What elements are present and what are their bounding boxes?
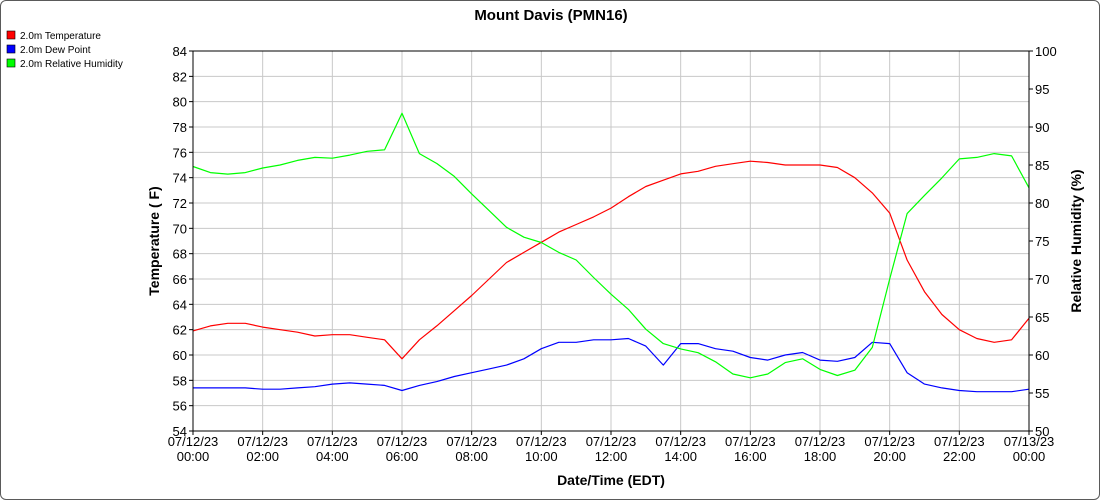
series-line-2-0m-relative-humidity (192, 112, 1030, 379)
x-tick-label-time: 08:00 (455, 449, 488, 464)
series-lines (192, 112, 1030, 393)
y-left-tick-label: 64 (173, 297, 187, 312)
x-tick-label-date: 07/12/23 (864, 434, 915, 449)
y-axis-right-title: Relative Humidity (%) (1068, 169, 1084, 312)
x-tick-label-date: 07/12/23 (168, 434, 219, 449)
chart-title: Mount Davis (PMN16) (474, 7, 627, 24)
x-tick-label-time: 00:00 (177, 449, 210, 464)
x-tick-label-date: 07/12/23 (934, 434, 985, 449)
y-right-tick-label: 65 (1035, 310, 1049, 325)
y-left-tick-label: 78 (173, 120, 187, 135)
x-tick-label-time: 18:00 (804, 449, 837, 464)
legend-swatch-dew-point (6, 44, 16, 54)
y-left-tick-label: 70 (173, 221, 187, 236)
x-tick-label-date: 07/12/23 (725, 434, 776, 449)
y-left-tick-label: 60 (173, 348, 187, 363)
gridlines (193, 51, 1029, 431)
y-left-tick-label: 84 (173, 44, 187, 59)
y-right-tick-label: 70 (1035, 272, 1049, 287)
y-right-tick-label: 80 (1035, 196, 1049, 211)
x-tick-label-time: 06:00 (386, 449, 419, 464)
legend: 2.0m Temperature 2.0m Dew Point 2.0m Rel… (6, 30, 123, 70)
legend-swatch-temperature (6, 30, 16, 40)
x-tick-label-time: 10:00 (525, 449, 558, 464)
x-tick-label-date: 07/12/23 (377, 434, 428, 449)
y-right-tick-label: 55 (1035, 386, 1049, 401)
x-tick-label-time: 12:00 (595, 449, 628, 464)
x-tick-label-time: 20:00 (873, 449, 906, 464)
legend-swatch-relative-humidity (6, 58, 16, 68)
tick-labels: 07/12/2300:0007/12/2302:0007/12/2304:000… (168, 44, 1057, 464)
y-left-tick-label: 54 (173, 424, 187, 439)
x-tick-label-time: 14:00 (664, 449, 697, 464)
x-tick-label-time: 22:00 (943, 449, 976, 464)
y-right-tick-label: 50 (1035, 424, 1049, 439)
x-tick-label-date: 07/12/23 (446, 434, 497, 449)
y-left-tick-label: 72 (173, 196, 187, 211)
x-tick-label-date: 07/12/23 (516, 434, 567, 449)
y-left-tick-label: 62 (173, 323, 187, 338)
y-right-tick-label: 95 (1035, 82, 1049, 97)
x-tick-label-time: 00:00 (1013, 449, 1046, 464)
x-tick-label-date: 07/12/23 (586, 434, 637, 449)
x-tick-label-date: 07/13/23 (1004, 434, 1055, 449)
x-tick-label-date: 07/12/23 (237, 434, 288, 449)
legend-label-relative-humidity: 2.0m Relative Humidity (20, 59, 123, 70)
x-tick-label-time: 02:00 (246, 449, 279, 464)
legend-label-temperature: 2.0m Temperature (20, 31, 101, 42)
y-right-tick-label: 100 (1035, 44, 1057, 59)
series-line-2-0m-temperature (192, 160, 1030, 360)
x-tick-label-date: 07/12/23 (307, 434, 358, 449)
x-tick-label-date: 07/12/23 (655, 434, 706, 449)
y-right-tick-label: 90 (1035, 120, 1049, 135)
y-right-tick-label: 85 (1035, 158, 1049, 173)
series-line-2-0m-dew-point (193, 337, 1030, 393)
x-tick-label-time: 16:00 (734, 449, 767, 464)
y-axis-left-title: Temperature ( F) (146, 186, 162, 295)
y-left-tick-label: 68 (173, 247, 187, 262)
x-tick-label-time: 04:00 (316, 449, 349, 464)
y-left-tick-label: 56 (173, 399, 187, 414)
y-right-tick-label: 60 (1035, 348, 1049, 363)
y-left-tick-label: 80 (173, 95, 187, 110)
x-axis-title: Date/Time (EDT) (557, 472, 665, 488)
y-right-tick-label: 75 (1035, 234, 1049, 249)
x-tick-label-date: 07/12/23 (795, 434, 846, 449)
legend-label-dew-point: 2.0m Dew Point (20, 45, 91, 56)
y-left-tick-label: 66 (173, 272, 187, 287)
y-left-tick-label: 76 (173, 145, 187, 160)
y-left-tick-label: 74 (173, 171, 187, 186)
y-left-tick-label: 58 (173, 373, 187, 388)
y-left-tick-label: 82 (173, 69, 187, 84)
